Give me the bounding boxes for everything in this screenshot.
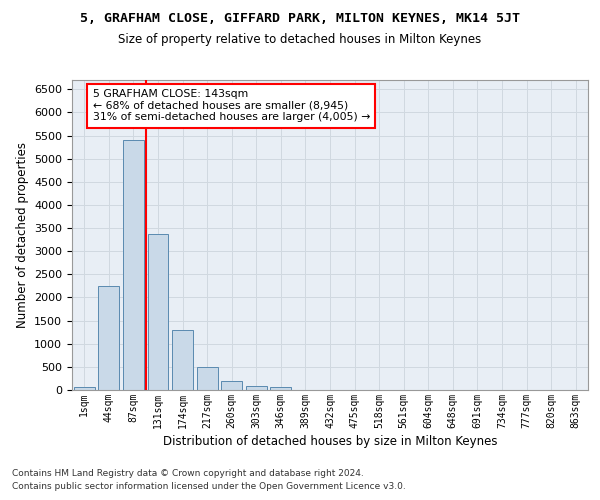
Bar [98, 286, 119, 390]
Bar [271, 388, 292, 390]
Bar [221, 381, 242, 390]
Bar [74, 386, 95, 390]
Text: 5, GRAFHAM CLOSE, GIFFARD PARK, MILTON KEYNES, MK14 5JT: 5, GRAFHAM CLOSE, GIFFARD PARK, MILTON K… [80, 12, 520, 26]
X-axis label: Distribution of detached houses by size in Milton Keynes: Distribution of detached houses by size … [163, 435, 497, 448]
Bar [148, 234, 169, 390]
Text: Size of property relative to detached houses in Milton Keynes: Size of property relative to detached ho… [118, 32, 482, 46]
Text: 5 GRAFHAM CLOSE: 143sqm
← 68% of detached houses are smaller (8,945)
31% of semi: 5 GRAFHAM CLOSE: 143sqm ← 68% of detache… [92, 90, 370, 122]
Bar [246, 386, 267, 390]
Y-axis label: Number of detached properties: Number of detached properties [16, 142, 29, 328]
Bar [197, 368, 218, 390]
Text: Contains HM Land Registry data © Crown copyright and database right 2024.: Contains HM Land Registry data © Crown c… [12, 468, 364, 477]
Bar [123, 140, 144, 390]
Text: Contains public sector information licensed under the Open Government Licence v3: Contains public sector information licen… [12, 482, 406, 491]
Bar [172, 330, 193, 390]
